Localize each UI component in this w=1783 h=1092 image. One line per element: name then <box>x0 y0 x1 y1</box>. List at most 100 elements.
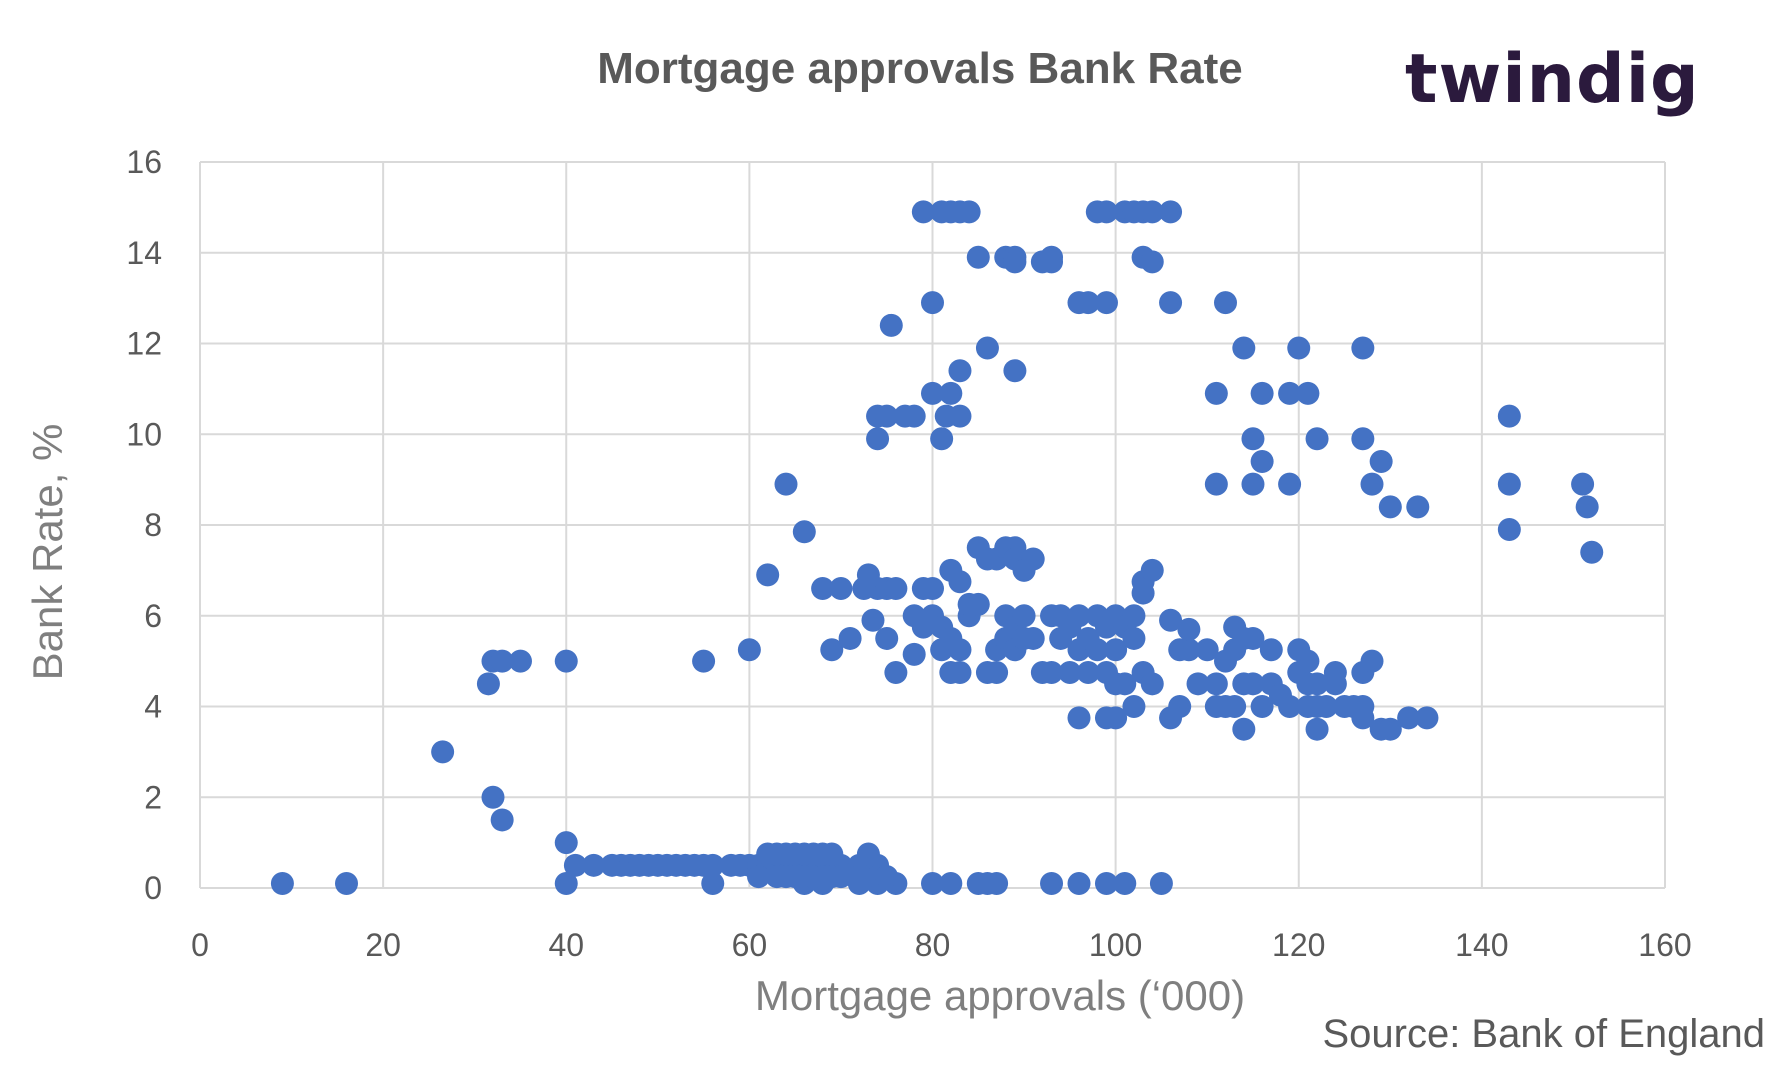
x-tick-label: 100 <box>1089 927 1142 963</box>
data-point <box>948 638 972 662</box>
y-tick-label: 16 <box>126 144 162 180</box>
y-tick-label: 8 <box>144 507 162 543</box>
x-tick-label: 120 <box>1272 927 1325 963</box>
data-point <box>879 313 903 337</box>
data-point <box>1067 604 1091 628</box>
data-point <box>1571 472 1595 496</box>
data-point <box>1369 449 1393 473</box>
data-point <box>829 865 853 889</box>
data-point <box>1204 381 1228 405</box>
data-point <box>838 626 862 650</box>
y-axis-title: Bank Rate, % <box>24 424 71 681</box>
data-point <box>476 672 500 696</box>
data-point <box>921 871 944 895</box>
data-point <box>1250 449 1274 473</box>
logo-text: twindig <box>1405 40 1700 119</box>
data-point <box>847 865 871 889</box>
data-point <box>1104 706 1128 730</box>
data-point <box>582 853 606 877</box>
data-point <box>884 577 908 601</box>
twindig-logo: twindig <box>1405 40 1700 119</box>
data-point <box>1305 717 1329 741</box>
data-point <box>1085 638 1109 662</box>
data-point <box>1122 695 1146 718</box>
x-tick-label: 160 <box>1638 927 1691 963</box>
data-point <box>1351 427 1375 451</box>
data-point <box>490 808 514 832</box>
data-point <box>1159 200 1183 224</box>
y-tick-label: 6 <box>144 598 162 634</box>
data-point <box>1397 706 1421 730</box>
data-point <box>1250 381 1274 405</box>
data-point <box>975 336 999 360</box>
source-note: Source: Bank of England <box>1322 1012 1765 1056</box>
data-point <box>1250 695 1274 718</box>
data-point <box>1296 649 1320 673</box>
data-point <box>1140 250 1164 274</box>
data-point <box>811 577 835 601</box>
data-point <box>911 200 935 224</box>
data-point <box>939 871 963 895</box>
data-point <box>1149 871 1173 895</box>
data-point <box>1012 604 1036 628</box>
data-point <box>701 871 725 895</box>
data-point <box>1241 427 1265 451</box>
data-point <box>1314 695 1338 718</box>
data-point <box>820 638 844 662</box>
x-tick-label: 40 <box>548 927 584 963</box>
data-point <box>1122 626 1146 650</box>
data-point <box>692 649 716 673</box>
y-tick-label: 14 <box>126 235 162 271</box>
data-point <box>1168 695 1192 718</box>
data-point <box>1104 638 1128 662</box>
data-point <box>1296 381 1320 405</box>
data-point <box>948 404 972 428</box>
data-point <box>1040 250 1064 274</box>
data-point <box>554 871 578 895</box>
data-point <box>1305 427 1329 451</box>
data-point <box>1497 472 1521 496</box>
data-point <box>1040 871 1064 895</box>
data-point <box>866 427 890 451</box>
grid-lines <box>199 161 1666 889</box>
data-point <box>875 404 899 428</box>
data-point <box>948 359 972 383</box>
data-point <box>1122 604 1146 628</box>
y-tick-label: 0 <box>144 870 162 906</box>
data-point <box>1159 608 1183 632</box>
data-point <box>1058 660 1082 684</box>
data-point <box>902 404 926 428</box>
data-point <box>756 563 780 587</box>
data-point <box>1497 404 1521 428</box>
data-point <box>1575 495 1599 519</box>
x-tick-label: 140 <box>1455 927 1508 963</box>
x-axis-title: Mortgage approvals (‘000) <box>755 972 1245 1019</box>
data-point <box>1204 672 1228 696</box>
data-point <box>1113 672 1137 696</box>
data-point <box>966 245 990 269</box>
data-point <box>1140 200 1164 224</box>
data-point <box>1360 649 1384 673</box>
data-point <box>1378 495 1402 519</box>
data-point <box>820 842 844 866</box>
data-point <box>1351 706 1375 730</box>
y-tick-label: 4 <box>144 689 162 725</box>
data-point <box>747 865 771 889</box>
data-point <box>1323 672 1347 696</box>
data-point <box>902 642 926 666</box>
data-point <box>1094 871 1118 895</box>
data-point <box>1140 672 1164 696</box>
data-point <box>948 570 972 594</box>
y-tick-label: 2 <box>144 779 162 815</box>
data-point <box>1232 717 1256 741</box>
data-point <box>1232 336 1256 360</box>
x-tick-label: 80 <box>915 927 951 963</box>
data-point <box>1223 695 1247 718</box>
data-point <box>1378 717 1402 741</box>
data-point <box>1177 638 1201 662</box>
data-point <box>1195 638 1219 662</box>
data-point <box>939 381 963 405</box>
data-point <box>1287 336 1311 360</box>
data-point <box>921 291 944 315</box>
